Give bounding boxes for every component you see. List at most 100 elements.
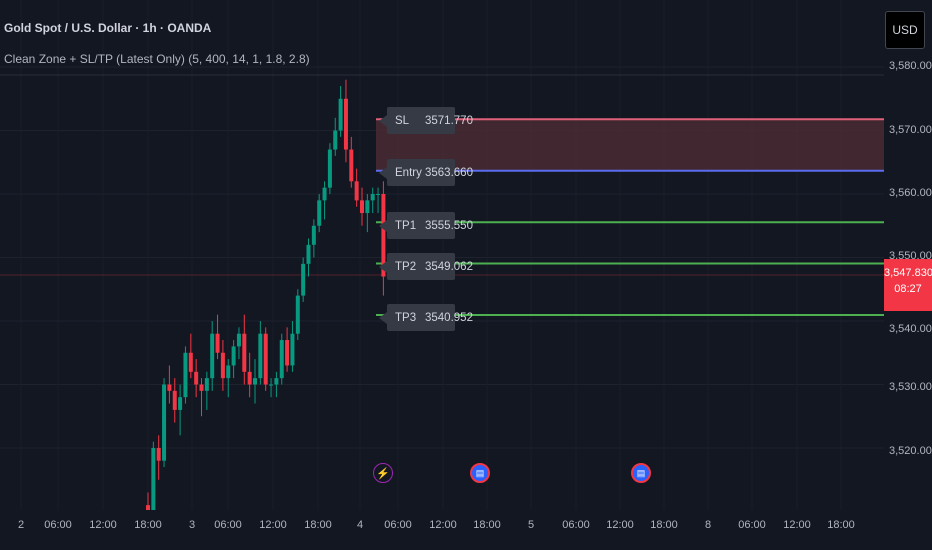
candle-body [258,333,263,379]
candle-body [354,181,359,201]
tp1-label-name: TP1 [395,219,417,232]
time-tick: 06:00 [384,519,412,531]
time-axis[interactable] [0,510,884,550]
candle-body [167,384,172,391]
tp1-label: TP1 3555.550 [379,212,473,239]
candle-body [279,340,284,379]
price-tick: 3,560.000 [889,187,932,199]
time-tick: 12:00 [783,519,811,531]
sl-label-value: 3571.770 [425,114,473,127]
price-axis[interactable] [884,0,932,510]
entry-label: Entry 3563.660 [379,159,473,186]
current-price-badge: 3,547.830 08:27 [884,259,932,311]
time-tick: 12:00 [606,519,634,531]
price-tick: 3,580.000 [889,60,932,72]
tp3-label: TP3 3540.952 [379,304,473,331]
tp2-label-value: 3549.062 [425,260,473,273]
candle-body [381,194,386,277]
candle-body [343,98,348,150]
candle-body [306,244,311,264]
candle-body [327,149,332,188]
symbol-title[interactable]: Gold Spot / U.S. Dollar · 1h · OANDA [4,21,212,35]
candle-body [317,200,322,226]
candle-body [290,333,295,366]
candle-body [253,378,257,385]
candle-body [295,295,300,334]
tp1-label-value: 3555.550 [425,219,473,232]
candle-body [301,263,306,296]
candle-body [349,149,354,182]
candle-body [311,225,316,245]
candle-body [333,130,338,150]
candle-body [365,200,370,214]
candle-body [156,448,161,461]
bar-countdown: 08:27 [894,283,922,295]
price-tick: 3,570.000 [889,124,932,136]
us-flag-icon[interactable]: ▤ [631,463,651,483]
sl-label-name: SL [395,114,410,127]
candle-body [242,333,247,372]
price-chart[interactable] [0,0,884,510]
price-tick: 3,540.000 [889,323,932,335]
candle-body [199,384,204,391]
time-tick: 18:00 [650,519,678,531]
candles [146,79,386,510]
candle-body [338,98,343,131]
candle-body [188,352,193,372]
candle-body [263,333,268,385]
time-tick: 3 [188,519,196,531]
tp2-label-name: TP2 [395,260,417,273]
time-tick: 18:00 [827,519,855,531]
time-tick: 12:00 [89,519,117,531]
time-tick: 06:00 [562,519,590,531]
currency-button[interactable]: USD [885,11,925,49]
time-tick: 06:00 [214,519,242,531]
candle-body [236,333,241,347]
sltp-zones [376,118,884,316]
candle-body [285,340,290,366]
candle-body [194,371,199,385]
candle-body [376,194,381,195]
sl-label: SL 3571.770 [379,107,473,134]
tp3-label-name: TP3 [395,311,417,324]
candle-body [322,187,327,201]
time-tick: 18:00 [473,519,501,531]
time-tick: 2 [17,519,25,531]
tp2-label: TP2 3549.062 [379,253,473,280]
sl-zone [376,119,884,171]
candle-body [210,333,215,379]
candle-body [231,346,236,366]
candle-body [151,448,156,510]
candle-body [204,378,209,391]
time-tick: 06:00 [44,519,72,531]
time-tick: 8 [704,519,712,531]
time-tick: 12:00 [259,519,287,531]
time-tick: 18:00 [304,519,332,531]
candle-body [220,352,225,379]
tp3-label-value: 3540.952 [425,311,473,324]
entry-label-value: 3563.660 [425,166,473,179]
candle-body [226,365,231,379]
time-tick: 12:00 [429,519,457,531]
candle-body [370,194,375,201]
chart-area[interactable]: Gold Spot / U.S. Dollar · 1h · OANDA Cle… [0,0,884,510]
candle-body [146,505,150,510]
candle-body [183,352,188,398]
candle-body [172,390,177,410]
lightning-icon[interactable]: ⚡ [373,463,393,483]
price-tick: 3,530.000 [889,381,932,393]
entry-label-name: Entry [395,166,422,179]
candle-body [269,384,274,386]
indicator-legend[interactable]: Clean Zone + SL/TP (Latest Only) (5, 400… [4,52,310,66]
us-flag-icon[interactable]: ▤ [470,463,490,483]
candle-body [274,378,279,385]
time-tick: 4 [356,519,364,531]
candle-body [178,397,183,410]
candle-body [360,200,364,214]
candle-body [162,384,167,461]
time-tick: 06:00 [738,519,766,531]
time-tick: 18:00 [134,519,162,531]
candle-body [215,333,220,353]
candle-body [247,371,252,385]
price-tick: 3,520.000 [889,445,932,457]
